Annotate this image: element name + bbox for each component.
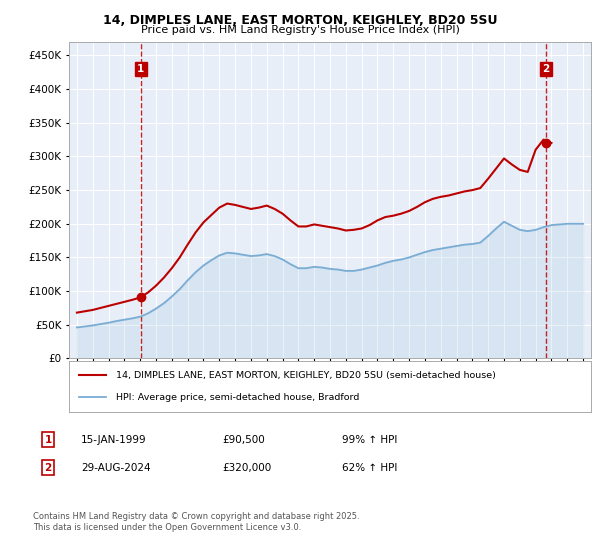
Text: HPI: Average price, semi-detached house, Bradford: HPI: Average price, semi-detached house,… <box>116 393 359 402</box>
Text: 99% ↑ HPI: 99% ↑ HPI <box>342 435 397 445</box>
Text: 15-JAN-1999: 15-JAN-1999 <box>81 435 146 445</box>
Text: £90,500: £90,500 <box>222 435 265 445</box>
Text: Contains HM Land Registry data © Crown copyright and database right 2025.
This d: Contains HM Land Registry data © Crown c… <box>33 512 359 532</box>
Text: 62% ↑ HPI: 62% ↑ HPI <box>342 463 397 473</box>
Text: 2: 2 <box>44 463 52 473</box>
Text: 14, DIMPLES LANE, EAST MORTON, KEIGHLEY, BD20 5SU: 14, DIMPLES LANE, EAST MORTON, KEIGHLEY,… <box>103 14 497 27</box>
Text: 1: 1 <box>137 64 145 74</box>
Text: 14, DIMPLES LANE, EAST MORTON, KEIGHLEY, BD20 5SU (semi-detached house): 14, DIMPLES LANE, EAST MORTON, KEIGHLEY,… <box>116 371 496 380</box>
Text: 1: 1 <box>44 435 52 445</box>
Text: 2: 2 <box>542 64 550 74</box>
Text: Price paid vs. HM Land Registry's House Price Index (HPI): Price paid vs. HM Land Registry's House … <box>140 25 460 35</box>
Text: £320,000: £320,000 <box>222 463 271 473</box>
Text: 29-AUG-2024: 29-AUG-2024 <box>81 463 151 473</box>
